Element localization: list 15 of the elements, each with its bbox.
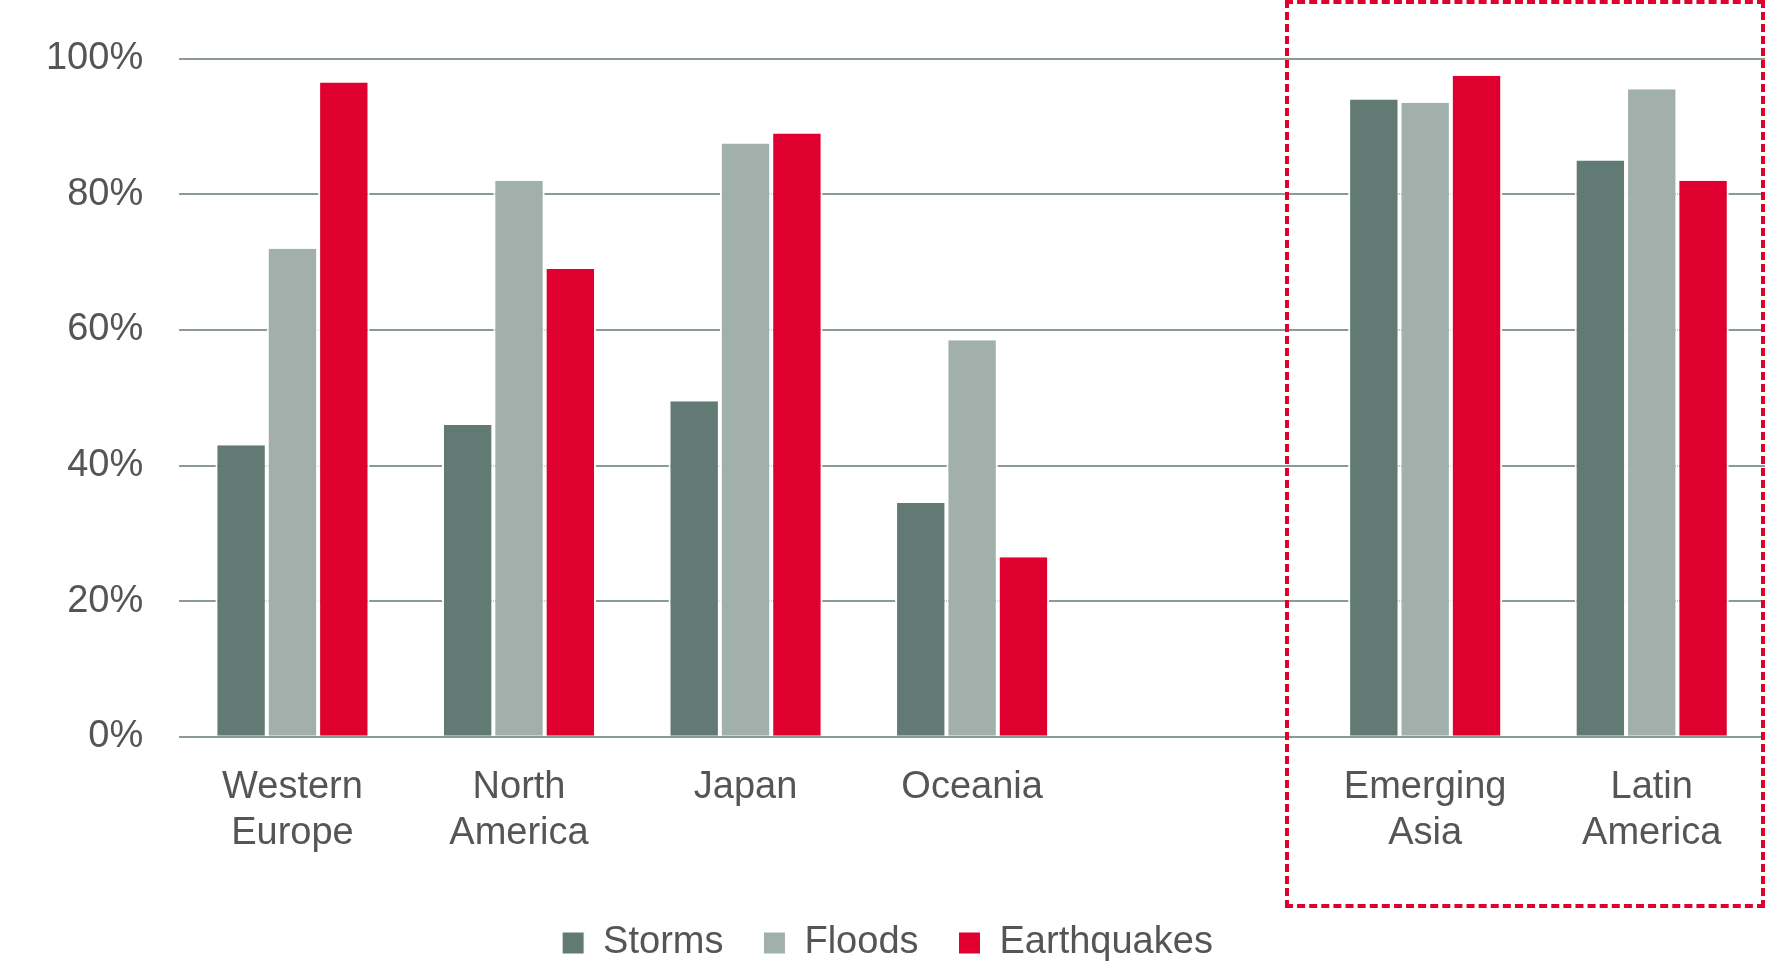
y-tick-label: 80%: [67, 170, 144, 213]
y-tick-label: 100%: [45, 35, 144, 78]
legend-label: Floods: [804, 919, 919, 962]
y-tick-label: 60%: [67, 306, 144, 349]
legend-label: Storms: [603, 919, 724, 962]
y-tick-label: 0%: [88, 713, 144, 756]
x-tick-label: North America: [449, 764, 590, 852]
y-tick-label: 40%: [67, 442, 144, 485]
x-tick-label: Emerging Asia: [1343, 764, 1507, 852]
legend-label: Earthquakes: [999, 919, 1213, 962]
x-tick-label: Japan: [693, 764, 798, 807]
x-tick-label: Western Europe: [222, 764, 363, 852]
y-tick-label: 20%: [67, 577, 144, 620]
x-tick-label: Oceania: [901, 764, 1044, 807]
x-tick-label: Latin America: [1582, 764, 1723, 852]
